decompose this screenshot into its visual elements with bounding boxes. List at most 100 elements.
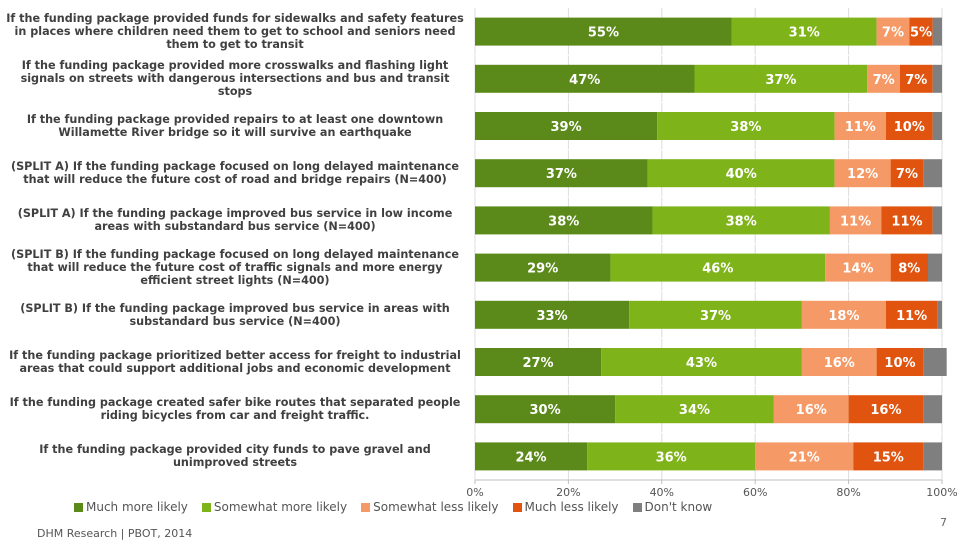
bar-segment bbox=[932, 112, 942, 140]
data-label: 7% bbox=[905, 73, 927, 88]
legend-item: Somewhat more likely bbox=[201, 500, 348, 514]
x-tick-label: 0% bbox=[466, 486, 483, 499]
bar-segment bbox=[937, 300, 942, 329]
legend: Much more likely Somewhat more likely Some… bbox=[74, 500, 712, 514]
legend-swatch bbox=[201, 502, 211, 512]
data-label: 16% bbox=[824, 356, 855, 371]
legend-swatch bbox=[361, 502, 371, 512]
legend-label: Much less likely bbox=[524, 500, 619, 514]
bar-segment bbox=[657, 112, 835, 140]
data-label: 8% bbox=[898, 262, 920, 277]
category-label: (SPLIT B) If the funding package focused… bbox=[11, 248, 459, 288]
legend-item: Much less likely bbox=[512, 500, 619, 514]
bar-segment bbox=[834, 159, 891, 188]
category-label: (SPLIT A) If the funding package focused… bbox=[10, 160, 460, 187]
source-note: DHM Research | PBOT, 2014 bbox=[37, 527, 193, 540]
bar-segment bbox=[652, 206, 830, 235]
bar-segment bbox=[867, 64, 900, 93]
bar-segment bbox=[610, 253, 826, 282]
bar-segment bbox=[885, 300, 938, 329]
bar-segment bbox=[834, 112, 886, 140]
data-label: 46% bbox=[702, 262, 733, 277]
legend-swatch bbox=[632, 502, 642, 512]
data-label: 31% bbox=[789, 26, 820, 41]
bar-segment bbox=[601, 348, 802, 376]
bar-segment bbox=[876, 17, 910, 46]
data-label: 38% bbox=[730, 120, 761, 135]
bar-segment bbox=[475, 395, 616, 424]
bar-segment bbox=[475, 206, 653, 235]
legend-label: Somewhat more likely bbox=[213, 500, 348, 514]
bar-segment bbox=[923, 395, 942, 424]
bar-segment bbox=[932, 64, 942, 93]
data-label: 37% bbox=[546, 167, 577, 182]
bar-segment bbox=[629, 300, 802, 329]
x-tick-label: 80% bbox=[836, 486, 860, 499]
bar-segment bbox=[927, 253, 942, 282]
bar-segment bbox=[587, 442, 756, 471]
x-tick-label: 20% bbox=[556, 486, 580, 499]
data-label: 21% bbox=[789, 450, 820, 465]
bar-segment bbox=[475, 300, 630, 329]
data-label: 24% bbox=[515, 450, 546, 465]
data-label: 12% bbox=[847, 167, 878, 182]
data-label: 7% bbox=[882, 26, 904, 41]
data-label: 11% bbox=[840, 214, 871, 229]
data-label: 34% bbox=[679, 403, 710, 418]
data-label: 7% bbox=[873, 73, 895, 88]
legend-swatch bbox=[512, 502, 522, 512]
bar-segment bbox=[475, 442, 588, 471]
data-label: 16% bbox=[870, 403, 901, 418]
bar-segment bbox=[848, 395, 924, 424]
bar-segment bbox=[647, 159, 835, 188]
data-label: 10% bbox=[894, 120, 925, 135]
data-label: 33% bbox=[536, 309, 567, 324]
bar-segment bbox=[475, 112, 658, 140]
bar-segment bbox=[825, 253, 891, 282]
data-label: 7% bbox=[896, 167, 918, 182]
data-label: 29% bbox=[527, 262, 558, 277]
bar-segment bbox=[853, 442, 924, 471]
bar-segment bbox=[475, 64, 695, 93]
legend-label: Don't know bbox=[644, 500, 713, 514]
data-label: 36% bbox=[656, 450, 687, 465]
bar-segment bbox=[899, 64, 933, 93]
bar-segment bbox=[890, 253, 928, 282]
bar-segment bbox=[909, 17, 933, 46]
x-tick-label: 40% bbox=[650, 486, 674, 499]
legend-item: Don't know bbox=[632, 500, 713, 514]
bar-segment bbox=[923, 442, 942, 471]
bar-segment bbox=[923, 159, 942, 188]
data-label: 5% bbox=[910, 26, 932, 41]
data-label: 18% bbox=[828, 309, 859, 324]
data-label: 38% bbox=[726, 214, 757, 229]
bar-segment bbox=[885, 112, 933, 140]
data-label: 40% bbox=[726, 167, 757, 182]
data-label: 39% bbox=[551, 120, 582, 135]
category-label: If the funding package provided funds fo… bbox=[6, 12, 464, 52]
data-label: 10% bbox=[884, 356, 915, 371]
legend-swatch bbox=[74, 502, 83, 512]
category-label: If the funding package prioritized bette… bbox=[9, 348, 461, 375]
x-tick-label: 60% bbox=[743, 486, 767, 499]
legend-label: Much more likely bbox=[86, 500, 188, 514]
bar-segment bbox=[801, 348, 877, 376]
bar-segment bbox=[829, 206, 882, 235]
category-label: If the funding package provided more cro… bbox=[20, 59, 450, 99]
page-number: 7 bbox=[940, 516, 947, 529]
data-label: 30% bbox=[529, 403, 560, 418]
bar-segment bbox=[881, 206, 933, 235]
data-label: 11% bbox=[896, 309, 927, 324]
bar-segment bbox=[932, 17, 942, 46]
bar-segment bbox=[475, 17, 732, 46]
bar-segment bbox=[755, 442, 854, 471]
data-label: 37% bbox=[765, 73, 796, 88]
category-label: If the funding package created safer bik… bbox=[9, 396, 461, 423]
legend-item: Much more likely bbox=[74, 500, 188, 514]
legend-item: Somewhat less likely bbox=[361, 500, 499, 514]
data-label: 11% bbox=[845, 120, 876, 135]
bar-segment bbox=[801, 300, 886, 329]
bar-segment bbox=[773, 395, 849, 424]
data-label: 55% bbox=[588, 26, 619, 41]
